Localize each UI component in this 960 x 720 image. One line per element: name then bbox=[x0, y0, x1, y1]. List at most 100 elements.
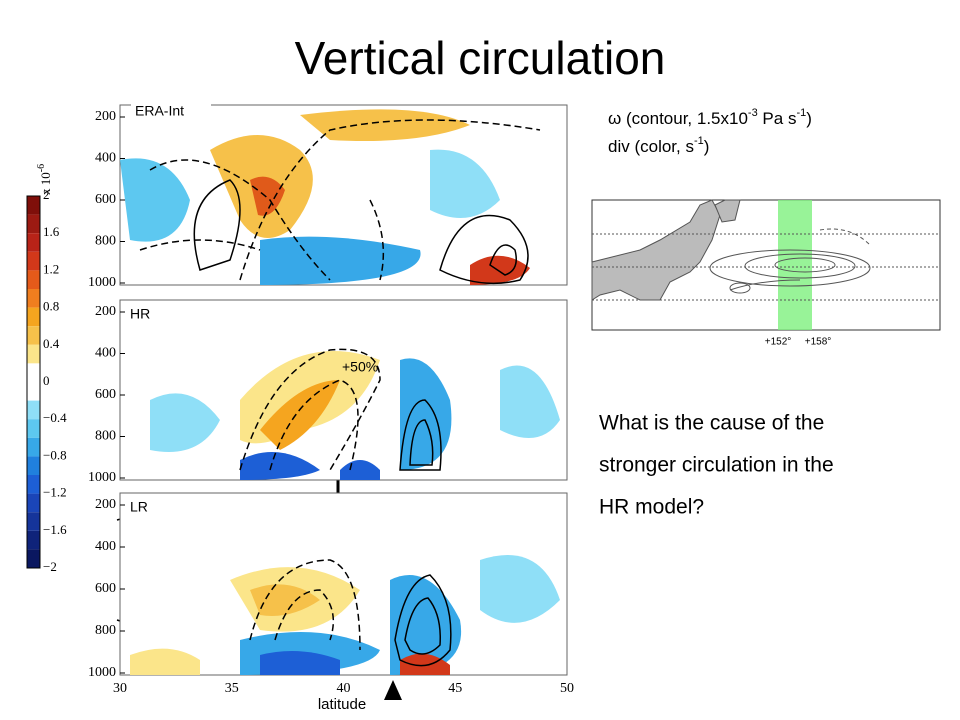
omega-contour-dashed bbox=[239, 119, 541, 281]
panel-label: ERA-Int bbox=[135, 103, 184, 119]
omega-contour bbox=[394, 574, 452, 667]
question-text: What is the cause of the bbox=[599, 412, 824, 435]
map-label: +158° bbox=[805, 337, 832, 348]
colorbar-tick-label: 0.8 bbox=[43, 299, 59, 314]
omega-contour-dashed bbox=[274, 589, 335, 641]
colorbar-cell bbox=[27, 493, 40, 513]
div-shading bbox=[400, 653, 450, 675]
x-tick-label: 30 bbox=[113, 681, 127, 696]
colorbar-cell bbox=[27, 456, 40, 475]
colorbar-cell bbox=[27, 344, 40, 364]
y-tick-label: 400 bbox=[95, 346, 116, 361]
colorbar-tick-label: −1.6 bbox=[43, 522, 67, 537]
colorbar-cell bbox=[27, 475, 40, 494]
y-tick-label: 600 bbox=[95, 387, 116, 402]
div-shading bbox=[240, 452, 320, 480]
colorbar-frame bbox=[26, 195, 41, 569]
omega-contour bbox=[399, 399, 442, 471]
x-tick-label: 45 bbox=[448, 681, 462, 696]
colorbar-cell bbox=[27, 196, 40, 215]
colorbar-cell bbox=[27, 512, 40, 531]
panel-label: LR bbox=[130, 499, 148, 515]
colorbar-tick-label: 0.4 bbox=[43, 336, 60, 351]
y-tick-label: 800 bbox=[95, 623, 116, 638]
y-tick-label: 800 bbox=[95, 429, 116, 444]
omega-contour-dashed bbox=[139, 239, 261, 251]
omega-contour-dashed bbox=[269, 379, 359, 471]
colorbar-cell bbox=[27, 530, 40, 550]
slide-title: Vertical circulation bbox=[295, 32, 666, 84]
div-shading bbox=[390, 575, 462, 675]
div-shading bbox=[130, 648, 200, 675]
map-inset bbox=[591, 199, 941, 331]
question-text: HR model? bbox=[599, 496, 704, 519]
label-box bbox=[131, 97, 211, 149]
y-tick-label: 200 bbox=[95, 304, 116, 319]
colorbar-cell bbox=[27, 437, 40, 457]
legend-text: ω (contour, 1.5x10-3 Pa s-1) bbox=[608, 107, 812, 129]
colorbar-cell bbox=[27, 363, 40, 382]
x-tick-label: 35 bbox=[225, 681, 239, 696]
colorbar-cell bbox=[27, 419, 40, 438]
div-shading bbox=[260, 651, 340, 675]
y-tick-label: 200 bbox=[95, 109, 116, 124]
div-shading bbox=[480, 555, 560, 623]
colorbar-cell bbox=[27, 382, 40, 401]
colorbar-tick-label: 1.2 bbox=[43, 261, 59, 276]
y-tick-label: 800 bbox=[95, 234, 116, 249]
x-axis-label: latitude bbox=[318, 696, 366, 713]
y-tick-label: 1000 bbox=[88, 665, 116, 680]
colorbar-tick-label: −0.4 bbox=[43, 410, 67, 425]
colorbar-cell bbox=[27, 326, 40, 345]
legend-text: div (color, s-1) bbox=[608, 135, 709, 157]
legend-part: div (color, s bbox=[608, 137, 694, 156]
colorbar-cell bbox=[27, 214, 40, 234]
annotation: +50% bbox=[342, 359, 378, 375]
colorbar-cell bbox=[27, 270, 40, 289]
legend-part: ) bbox=[806, 109, 812, 128]
map-label: +152° bbox=[765, 337, 792, 348]
x-tick-label: 50 bbox=[560, 681, 574, 696]
omega-contour bbox=[409, 419, 434, 466]
div-shading bbox=[340, 460, 380, 480]
legend-part: ) bbox=[704, 137, 710, 156]
colorbar-cell bbox=[27, 289, 40, 308]
div-shading bbox=[150, 393, 220, 452]
colorbar-cell bbox=[27, 400, 40, 420]
question-text: stronger circulation in the bbox=[599, 454, 834, 477]
x-tick-label: 40 bbox=[337, 681, 351, 696]
legend-part: -3 bbox=[748, 107, 758, 119]
div-shading bbox=[250, 176, 285, 216]
y-tick-label: 400 bbox=[95, 539, 116, 554]
colorbar-tick-label: 0 bbox=[43, 373, 50, 388]
y-tick-label: 1000 bbox=[88, 470, 116, 485]
legend-part: ω (contour, 1.5x10 bbox=[608, 109, 748, 128]
legend-part: Pa s bbox=[758, 109, 797, 128]
colorbar-scale-base: x 10 bbox=[38, 172, 53, 195]
colorbar-scale-exp: -6 bbox=[36, 164, 47, 172]
div-shading bbox=[250, 584, 320, 616]
colorbar-cell bbox=[27, 233, 40, 252]
panel-label: HR bbox=[130, 306, 150, 322]
y-tick-label: 600 bbox=[95, 192, 116, 207]
omega-contour bbox=[489, 244, 517, 276]
omega-contour-dashed bbox=[239, 348, 381, 471]
colorbar-scale: x 10-6 bbox=[36, 164, 53, 195]
colorbar-tick-label: −2 bbox=[43, 559, 57, 574]
div-shading bbox=[470, 255, 530, 285]
colorbar-cell bbox=[27, 307, 40, 327]
y-tick-label: 200 bbox=[95, 497, 116, 512]
omega-contour-dashed bbox=[249, 559, 361, 651]
div-shading bbox=[430, 149, 500, 218]
y-tick-label: 400 bbox=[95, 151, 116, 166]
legend-part: -1 bbox=[694, 135, 704, 147]
label-box bbox=[126, 305, 214, 333]
latitude-marker bbox=[384, 680, 402, 700]
div-shading bbox=[120, 158, 190, 242]
colorbar-cell bbox=[27, 549, 40, 568]
div-shading bbox=[300, 109, 470, 141]
div-shading bbox=[260, 236, 421, 285]
omega-contour bbox=[439, 214, 529, 285]
colorbar-tick-label: −1.2 bbox=[43, 485, 67, 500]
